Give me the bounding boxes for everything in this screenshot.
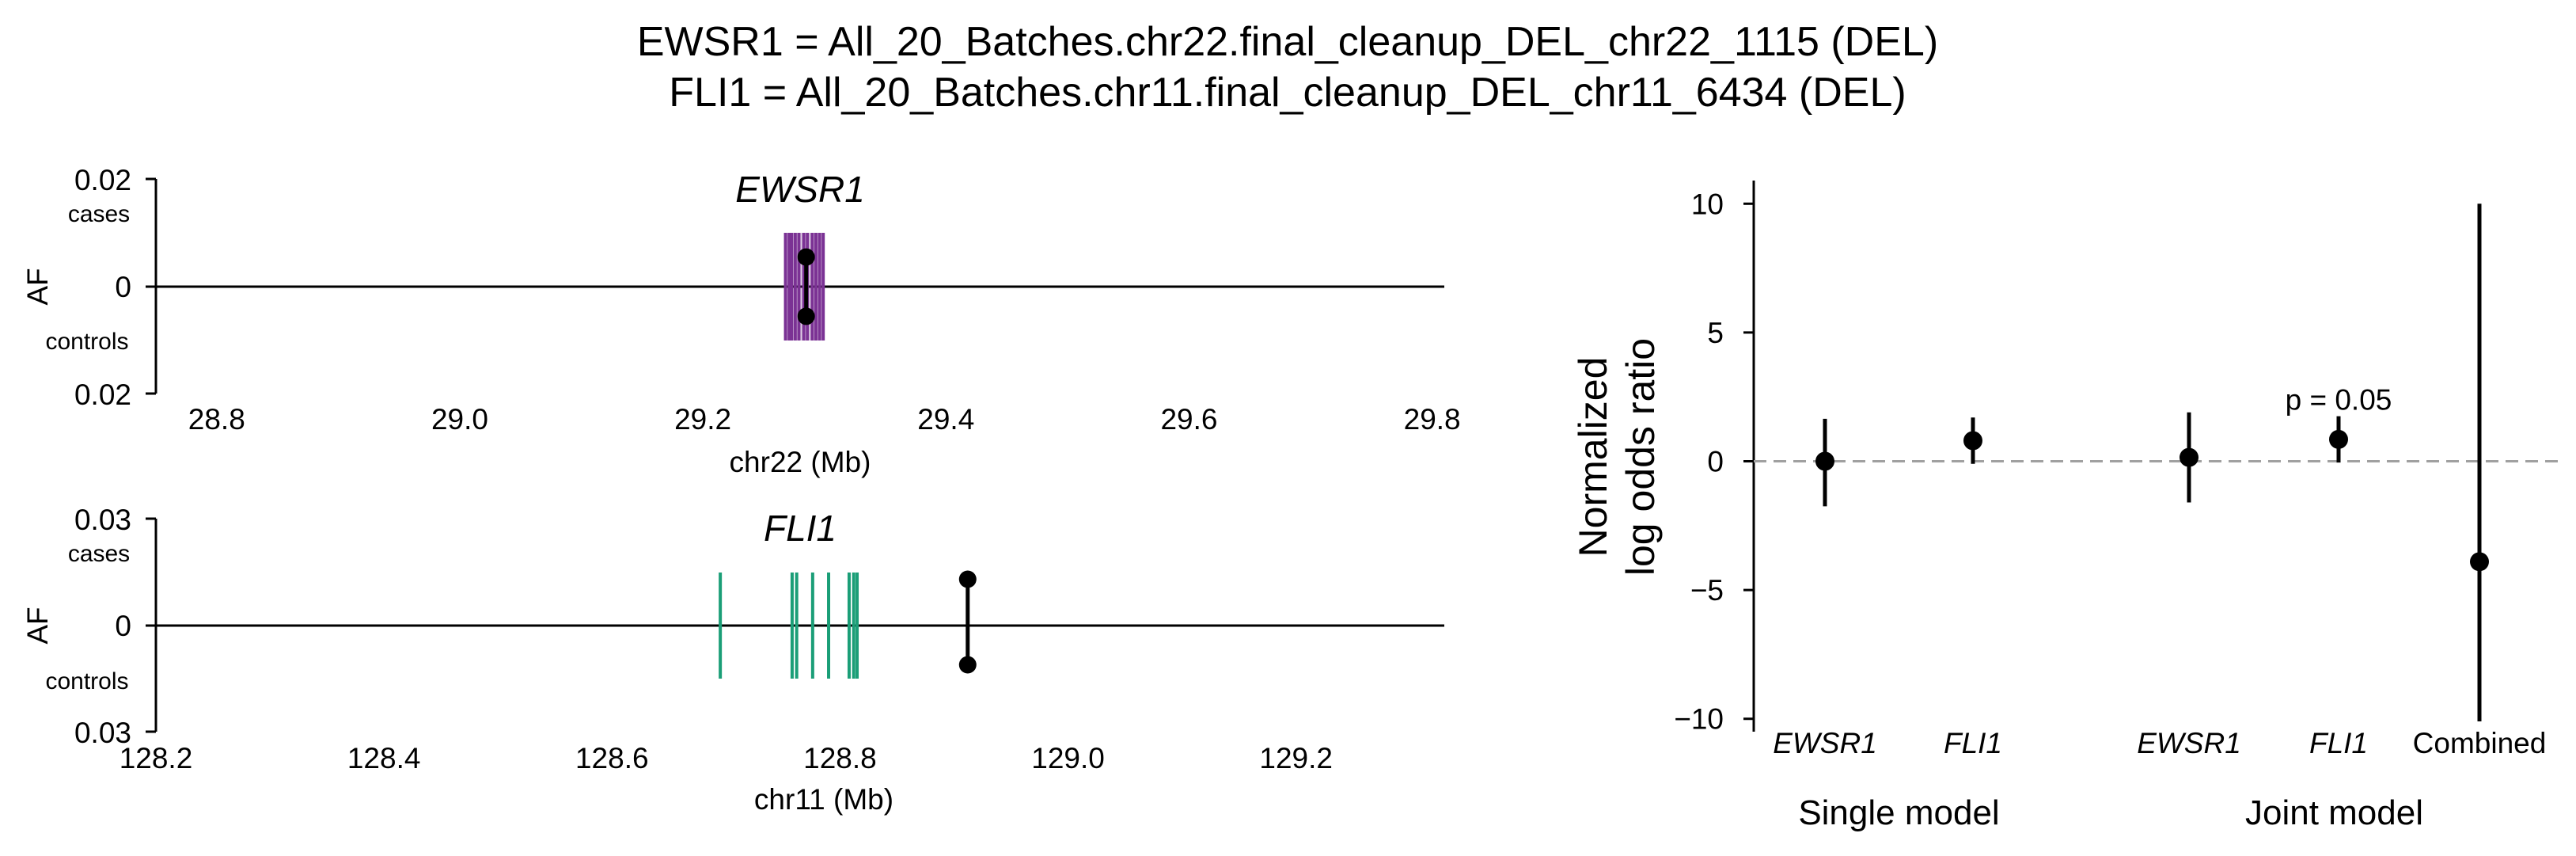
fli1-x-tick-label: 129.0 [1031, 742, 1105, 774]
ewsr1-variant-control-point [797, 307, 815, 325]
fli1-x-tick-label: 128.8 [803, 742, 877, 774]
assoc-categories: EWSR1 FLI1 EWSR1 FLI1 Combined [1773, 727, 2546, 759]
fli1-gene-title: FLI1 [764, 508, 837, 549]
fli1-x-axis-label: chr11 (Mb) [754, 783, 893, 816]
fli1-y-tick-label-bottom: 0.03 [74, 717, 131, 749]
association-panel: 10 5 0 −5 −10 Normalized log odds ratio EWSR… [1571, 181, 2558, 832]
assoc-y-tick-label: 0 [1707, 446, 1724, 478]
assoc-group-label: Joint model [2245, 793, 2423, 832]
fli1-gene-model [719, 573, 859, 679]
ewsr1-x-tick-label: 29.8 [1404, 403, 1461, 436]
fli1-cases-label: cases [68, 541, 130, 567]
assoc-groups: Single model Joint model [1798, 793, 2423, 832]
assoc-category-label: Combined [2413, 727, 2547, 759]
ewsr1-x-axis-label: chr22 (Mb) [730, 446, 871, 478]
fli1-variant-case-point [958, 570, 977, 588]
p-value-annotation: p = 0.05 [2286, 383, 2392, 416]
ewsr1-cases-label: cases [68, 201, 130, 227]
fli1-variant [958, 570, 977, 674]
assoc-y-tick-label: −10 [1674, 703, 1724, 736]
fli1-controls-label: controls [45, 668, 128, 694]
ewsr1-gene-title: EWSR1 [735, 169, 865, 210]
fli1-variant-control-point [958, 656, 977, 674]
ewsr1-controls-label: controls [45, 329, 128, 355]
assoc-estimate-point [1815, 451, 1834, 471]
fli1-y-axis-label: AF [21, 607, 54, 644]
assoc-y-tick-label: 10 [1691, 188, 1724, 220]
ewsr1-x-tick-label: 29.2 [674, 403, 731, 436]
ewsr1-x-tick-label: 29.6 [1160, 403, 1217, 436]
assoc-category-label: EWSR1 [2137, 727, 2241, 759]
assoc-estimate-point [1963, 431, 1982, 451]
ewsr1-y-axis-label: AF [21, 268, 54, 305]
assoc-estimate-point [2180, 447, 2199, 467]
fli1-x-tick-label: 128.4 [347, 742, 421, 774]
assoc-category-label: FLI1 [2309, 727, 2368, 759]
ewsr1-y-tick-label-bottom: 0.02 [74, 379, 131, 411]
fli1-x-tick-label: 128.2 [120, 742, 193, 774]
ewsr1-locus-panel: 0.02 0 0.02 cases controls AF EWSR1 28.8… [21, 164, 1461, 478]
ewsr1-variant [797, 248, 815, 325]
fli1-locus-panel: 0.03 0 0.03 cases controls AF FLI1 128.2… [21, 504, 1444, 816]
fli1-y-tick-label-zero: 0 [115, 610, 131, 642]
fli1-y-tick-label-top: 0.03 [74, 504, 131, 536]
ewsr1-y-tick-label-top: 0.02 [74, 164, 131, 196]
assoc-y-axis-label-line-2: log odds ratio [1618, 338, 1663, 576]
assoc-y-ticks: 10 5 0 −5 −10 [1674, 188, 1754, 736]
assoc-estimate-point [2329, 429, 2348, 449]
assoc-y-axis-label-line-1: Normalized [1571, 357, 1615, 557]
figure-title-line-1: EWSR1 = All_20_Batches.chr22.final_clean… [637, 19, 1938, 65]
assoc-group-label: Single model [1798, 793, 1999, 832]
ewsr1-x-tick-label: 28.8 [188, 403, 245, 436]
assoc-estimate-point [2470, 552, 2489, 572]
fli1-x-tick-label: 129.2 [1259, 742, 1333, 774]
ewsr1-x-tick-label: 29.0 [431, 403, 488, 436]
fli1-x-ticks: 128.2 128.4 128.6 128.8 129.0 129.2 [120, 742, 1333, 774]
fli1-x-tick-label: 128.6 [575, 742, 649, 774]
ewsr1-x-ticks: 28.8 29.0 29.2 29.4 29.6 29.8 [188, 403, 1461, 436]
ewsr1-y-tick-label-zero: 0 [115, 271, 131, 303]
ewsr1-x-tick-label: 29.4 [917, 403, 974, 436]
ewsr1-variant-case-point [797, 248, 815, 266]
assoc-category-label: EWSR1 [1773, 727, 1877, 759]
figure-title-line-2: FLI1 = All_20_Batches.chr11.final_cleanu… [669, 70, 1906, 116]
assoc-y-tick-label: −5 [1690, 574, 1724, 607]
assoc-estimates [1815, 204, 2489, 721]
assoc-y-tick-label: 5 [1707, 317, 1724, 349]
assoc-category-label: FLI1 [1944, 727, 2002, 759]
